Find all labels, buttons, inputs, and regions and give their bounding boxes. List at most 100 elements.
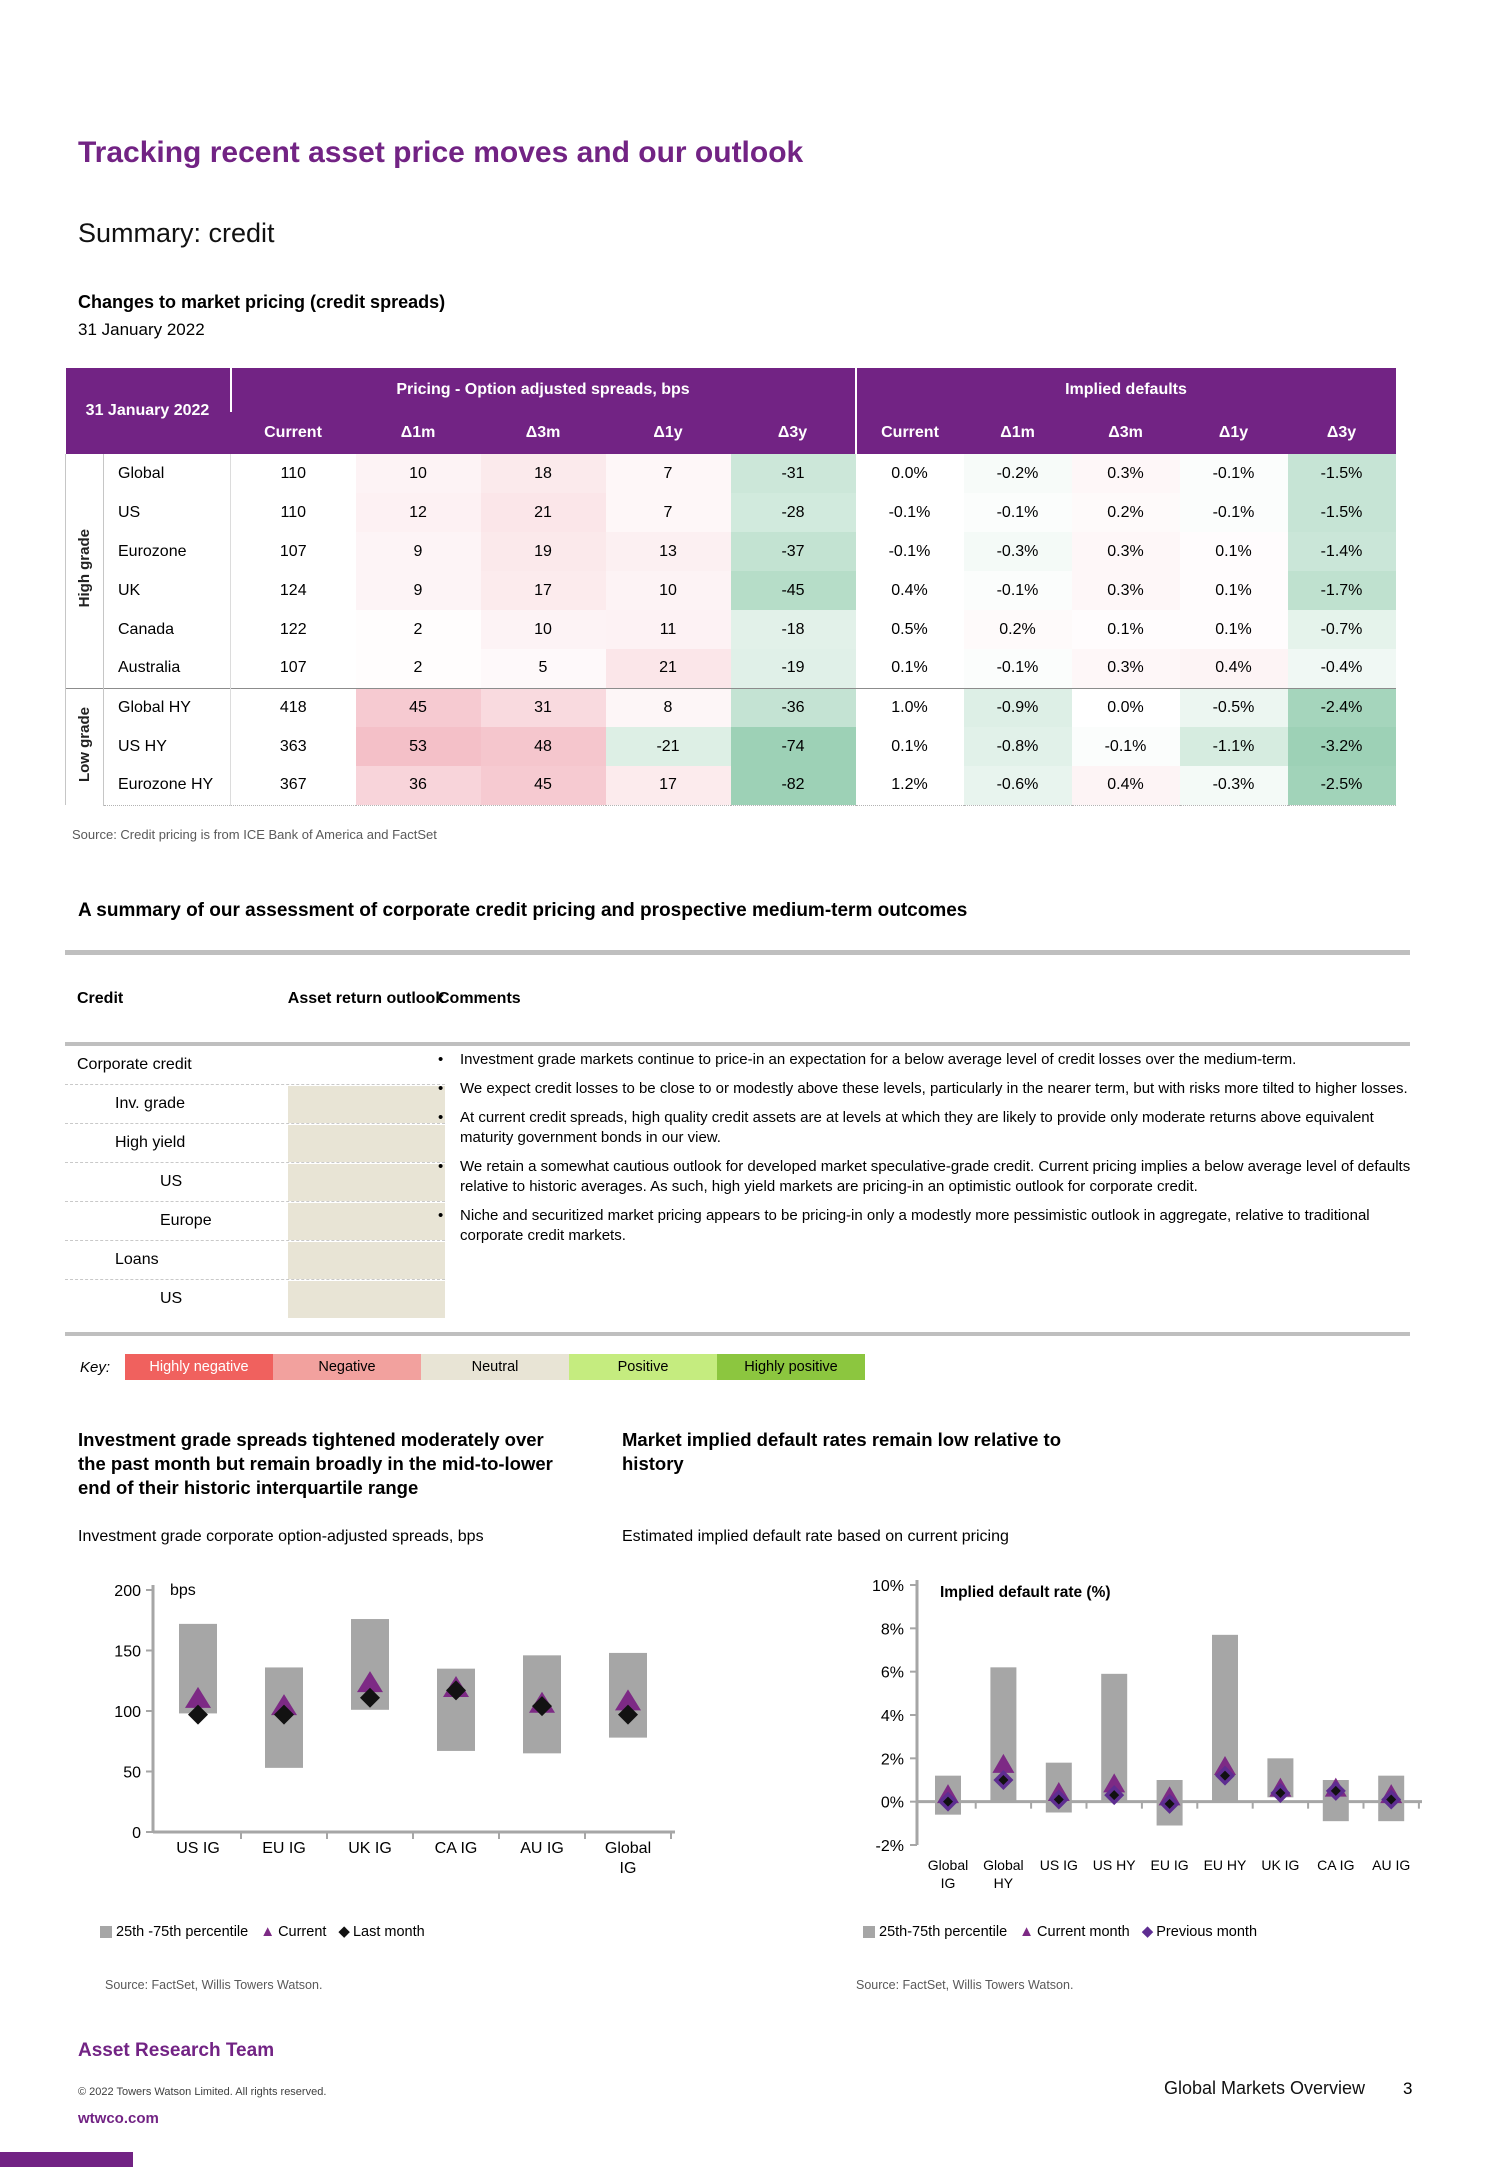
previous-marker-core: [998, 1775, 1009, 1785]
column-header-outlook: Asset return outlook: [287, 990, 445, 1007]
x-category-label: EU HY: [1204, 1857, 1247, 1873]
credit-asset-label: High yield: [115, 1134, 186, 1151]
default-cell: 0.4%: [1179, 649, 1288, 688]
y-tick-label: 100: [114, 1704, 141, 1721]
divider: [65, 1042, 1410, 1046]
spread-cell: 31: [480, 687, 606, 727]
spread-cell: 124: [230, 571, 356, 610]
row-name: Global: [103, 454, 231, 493]
spread-cell: 363: [230, 727, 356, 766]
legend-item: ◆ Previous month: [1142, 1924, 1257, 1940]
current-marker: [357, 1671, 383, 1693]
previous-marker: [188, 1704, 208, 1725]
y-tick-label: 150: [114, 1644, 141, 1661]
spread-cell: 19: [480, 532, 606, 571]
left-chart-legend: 25th -75th percentile ▲ Current ◆ Last month: [100, 1924, 437, 1940]
x-category-label: AU IG: [1372, 1857, 1410, 1873]
x-category-label: CA IG: [1317, 1857, 1354, 1873]
spread-cell: 10: [605, 571, 731, 610]
default-cell: -1.5%: [1287, 493, 1396, 532]
x-category-label: CA IG: [435, 1840, 478, 1857]
percentile-legend-icon: [863, 1926, 875, 1938]
default-cell: 0.0%: [855, 454, 964, 493]
group-header-defaults: Implied defaults: [854, 368, 1396, 412]
spread-range-chart: 0 50 100 150 200 bps US IG EU IG UK IG CA IG AU IG…: [114, 1582, 675, 1877]
assessment-row: Inv. grade: [65, 1085, 445, 1124]
outlook-box-neutral: [288, 1281, 445, 1318]
spread-cell: -18: [730, 610, 856, 649]
divider: [65, 950, 1410, 955]
default-cell: 0.4%: [855, 571, 964, 610]
table-row: Eurozone 107 9 19 13 -37 -0.1% -0.3% 0.3% 0.1% -1.…: [66, 532, 1396, 571]
current-marker: [1214, 1756, 1236, 1775]
x-category-label: US IG: [176, 1840, 220, 1857]
default-cell: -0.1%: [963, 649, 1072, 688]
credit-asset-label: US: [160, 1173, 183, 1190]
x-category-label: US IG: [1040, 1857, 1078, 1873]
comment-bullet: • We retain a somewhat cautious outlook f…: [438, 1157, 1423, 1197]
default-cell: 0.3%: [1071, 571, 1180, 610]
row-group-label: Low grade: [76, 706, 93, 782]
previous-marker-core: [1053, 1794, 1064, 1805]
default-cell: -1.4%: [1287, 532, 1396, 571]
row-group-label: High grade: [76, 529, 93, 608]
default-cell: 0.1%: [855, 727, 964, 766]
legend-label: Previous month: [1156, 1924, 1258, 1940]
default-cell: 0.1%: [855, 649, 964, 688]
x-category-label: Global: [928, 1857, 968, 1873]
key-item-neutral: Neutral: [421, 1354, 569, 1380]
y-tick-label: -2%: [876, 1838, 904, 1855]
assessment-heading: A summary of our assessment of corporate…: [78, 900, 968, 921]
x-category-label: IG: [941, 1875, 956, 1891]
x-category-label: AU IG: [520, 1840, 564, 1857]
spread-cell: 36: [355, 766, 481, 806]
assessment-row: US: [65, 1163, 445, 1202]
default-cell: 0.0%: [1071, 687, 1180, 727]
table-row: US HY 363 53 48 -21 -74 0.1% -0.8% -0.1% -1.1% -3.…: [66, 727, 1396, 766]
website-link[interactable]: wtwco.com: [78, 2110, 159, 2127]
team-name: Asset Research Team: [78, 2040, 275, 2061]
credit-asset-label: Europe: [160, 1212, 212, 1229]
y-tick-label: 6%: [881, 1665, 904, 1682]
comment-bullet: • Niche and securitized market pricing ap…: [438, 1206, 1423, 1246]
key-item-positive: Positive: [569, 1354, 717, 1380]
group-header-spreads: Pricing - Option adjusted spreads, bps: [229, 368, 856, 412]
spread-cell: 367: [230, 766, 356, 806]
spread-cell: 11: [605, 610, 731, 649]
spread-cell: -37: [730, 532, 856, 571]
assessment-table: Credit Asset return outlook Comments Cor…: [65, 950, 1410, 1336]
spread-cell: 13: [605, 532, 731, 571]
spread-cell: 9: [355, 532, 481, 571]
table-row: US 110 12 21 7 -28 -0.1% -0.1% 0.2% -0.1% -1.5%: [66, 493, 1396, 532]
comment-text: Investment grade markets continue to pri…: [460, 1051, 1297, 1068]
column-header: Δ3m: [480, 412, 606, 454]
column-header-credit: Credit: [77, 989, 124, 1007]
copyright-text: © 2022 Towers Watson Limited. All rights…: [78, 2086, 327, 2098]
x-category-label: HY: [994, 1875, 1014, 1891]
assessment-comments: • Investment grade markets continue to pr…: [438, 1050, 1423, 1255]
pricing-section-date: 31 January 2022: [78, 320, 205, 339]
x-category-label: UK IG: [348, 1840, 392, 1857]
credit-spreads-table: 31 January 2022 Pricing - Option adjusted…: [65, 368, 1396, 806]
table-row: Canada 122 2 10 11 -18 0.5% 0.2% 0.1% 0.1% -0.7%: [66, 610, 1396, 649]
divider: [65, 1332, 1410, 1336]
x-category-label: Global: [605, 1840, 651, 1857]
spread-cell: 7: [605, 493, 731, 532]
spread-cell: -21: [605, 727, 731, 766]
default-cell: 1.2%: [855, 766, 964, 806]
default-cell: -0.1%: [1179, 493, 1288, 532]
legend-label: 25th-75th percentile: [879, 1924, 1008, 1940]
table-row: High grade Global 110 10 18 7 -31 0.0% -0.2% 0.3%…: [65, 454, 1396, 688]
column-header: Δ1m: [963, 412, 1072, 454]
spread-cell: 17: [480, 571, 606, 610]
column-header: Δ1y: [1179, 412, 1288, 454]
column-header: Δ1m: [355, 412, 481, 454]
spread-cell: -74: [730, 727, 856, 766]
credit-asset-label: US: [160, 1290, 183, 1307]
default-cell: 0.4%: [1071, 766, 1180, 806]
spread-cell: 53: [355, 727, 481, 766]
y-tick-label: 200: [114, 1583, 141, 1600]
legend-item: 25th-75th percentile: [863, 1924, 1007, 1940]
current-marker: [185, 1686, 211, 1708]
spread-cell: 45: [480, 766, 606, 806]
